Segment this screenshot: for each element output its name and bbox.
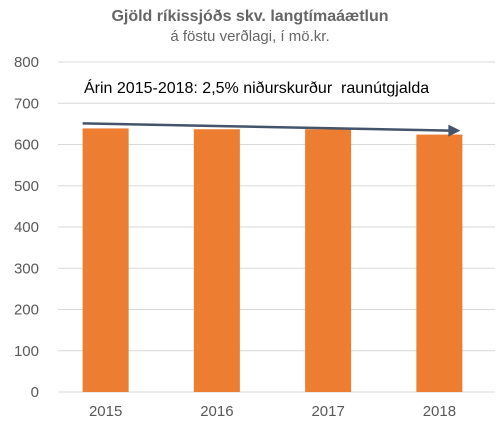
annotation-text: Árin 2015-2018: 2,5% niðurskurður raunút…	[84, 78, 429, 97]
y-tick-label: 600	[14, 137, 39, 154]
bar-2017	[305, 129, 352, 393]
y-tick-label: 200	[14, 302, 39, 319]
bar-2016	[193, 129, 240, 393]
x-tick-label: 2015	[89, 403, 122, 420]
bar-2018	[416, 134, 463, 392]
x-tick-label: 2016	[200, 403, 233, 420]
y-tick-label: 500	[14, 178, 39, 195]
trend-arrow-head	[448, 124, 461, 137]
y-tick-label: 100	[14, 343, 39, 360]
y-tick-label: 300	[14, 260, 39, 277]
y-tick-label: 800	[14, 54, 39, 71]
x-tick-label: 2018	[423, 403, 456, 420]
chart-title: Gjöld ríkissjóðs skv. langtímaáætlun	[111, 8, 389, 25]
y-tick-label: 700	[14, 95, 39, 112]
bar-2015	[82, 128, 129, 392]
trend-arrow-line	[82, 122, 451, 132]
x-tick-label: 2017	[311, 403, 344, 420]
y-tick-label: 0	[31, 384, 39, 401]
y-tick-label: 400	[14, 219, 39, 236]
chart-subtitle: á föstu verðlagi, í mö.kr.	[170, 28, 330, 45]
